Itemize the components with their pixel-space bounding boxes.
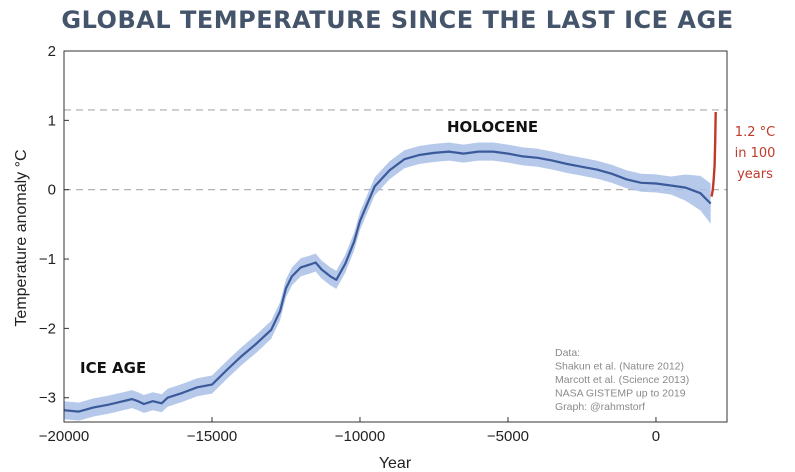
y-tick-label: 0 [48, 182, 56, 199]
chart-title: GLOBAL TEMPERATURE SINCE THE LAST ICE AG… [61, 6, 734, 34]
uncertainty-band [64, 142, 711, 421]
x-axis: −20000 −15000 −10000 −5000 0 [39, 417, 660, 445]
holocene-label: HOLOCENE [447, 118, 538, 136]
y-tick-label: −1 [39, 251, 56, 268]
instrumental-line [710, 111, 717, 197]
ice-age-label: ICE AGE [80, 359, 146, 377]
y-axis: 2 1 0 −1 −2 −3 [39, 43, 69, 407]
series-lines [63, 111, 717, 413]
source-line: NASA GISTEMP up to 2019 [555, 388, 686, 400]
reconstruction-uncertainty-band [64, 142, 711, 421]
x-axis-label: Year [379, 455, 412, 472]
x-tick-label: −5000 [487, 428, 529, 445]
y-axis-label: Temperature anomaly °C [13, 149, 30, 326]
reference-lines [64, 109, 727, 191]
x-tick-label: −10000 [335, 428, 385, 445]
warming-label-line: years [737, 167, 773, 182]
warming-label-line: in 100 [735, 146, 776, 161]
source-line: Shakun et al. (Nature 2012) [555, 361, 684, 373]
source-line: Marcott et al. (Science 2013) [555, 374, 689, 386]
data-sources-note: Data: Shakun et al. (Nature 2012)Marcott … [555, 347, 689, 413]
warming-label-line: 1.2 °C [735, 125, 775, 140]
x-tick-label: −15000 [187, 428, 237, 445]
y-tick-label: 2 [48, 43, 56, 60]
y-tick-label: −3 [39, 390, 56, 407]
x-tick-label: 0 [652, 428, 660, 445]
source-line: Graph: @rahmstorf [555, 401, 645, 413]
x-tick-label: −20000 [39, 428, 89, 445]
source-line: Data: [555, 347, 580, 359]
y-tick-label: 1 [48, 112, 56, 129]
y-tick-label: −2 [39, 320, 56, 337]
plot-frame [63, 50, 728, 423]
reconstruction-line [63, 150, 712, 413]
warming-annotation: 1.2 °C in 100 years [735, 125, 776, 182]
